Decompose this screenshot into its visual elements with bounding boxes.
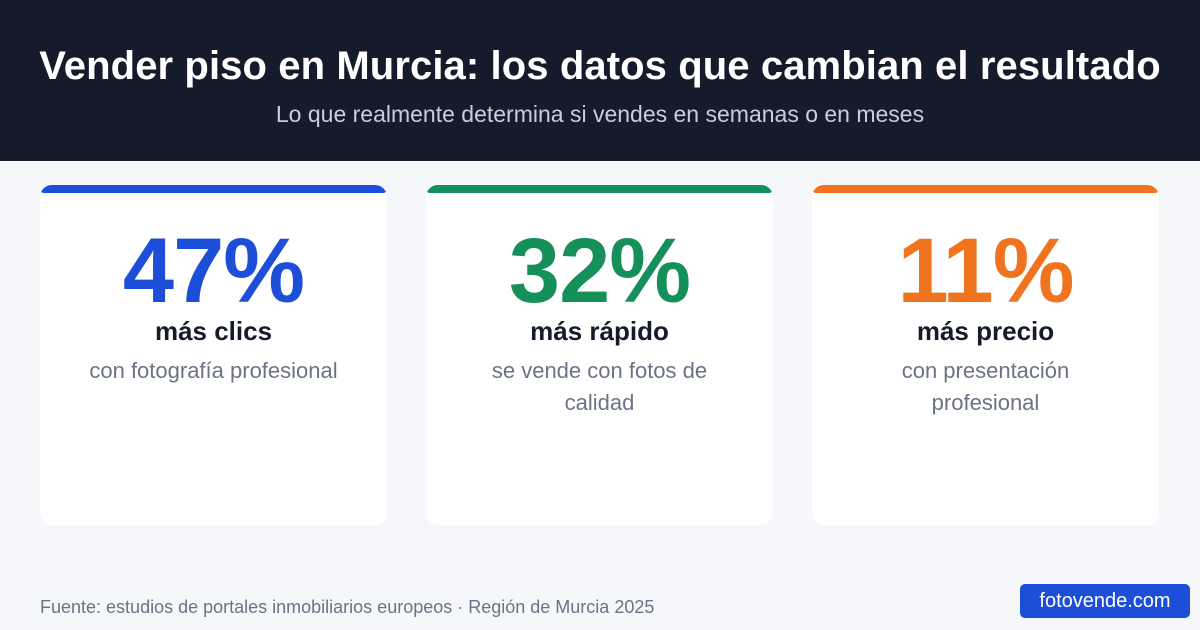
- stat-value: 32%: [508, 220, 691, 322]
- stat-description: con fotografía profesional: [89, 358, 338, 383]
- stat-headline: más precio: [916, 316, 1055, 346]
- source-note: Fuente: estudios de portales inmobiliari…: [40, 597, 655, 617]
- stat-description: con presentación profesional: [901, 358, 1070, 415]
- accent-bar: [812, 185, 1159, 193]
- stat-headline: más rápido: [530, 316, 669, 346]
- accent-bar: [40, 185, 387, 193]
- stat-card-price: 11% más precio con presentación profesio…: [812, 185, 1159, 525]
- stat-value: 47%: [122, 220, 305, 322]
- stat-description: se vende con fotos de calidad: [491, 358, 708, 415]
- stat-value: 11%: [897, 220, 1074, 322]
- brand-link[interactable]: fotovende.com: [1020, 584, 1190, 618]
- stat-headline: más clics: [154, 316, 273, 346]
- page-subtitle: Lo que realmente determina si vendes en …: [275, 101, 925, 127]
- header-banner: Vender piso en Murcia: los datos que cam…: [0, 0, 1200, 161]
- accent-bar: [426, 185, 773, 193]
- page-title: Vender piso en Murcia: los datos que cam…: [39, 44, 1161, 88]
- stat-card-speed: 32% más rápido se vende con fotos de cal…: [426, 185, 773, 525]
- stat-card-clicks: 47% más clics con fotografía profesional: [40, 185, 387, 525]
